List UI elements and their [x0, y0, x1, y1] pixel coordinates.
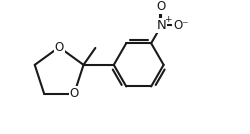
Text: O: O — [157, 0, 166, 13]
Text: +: + — [164, 15, 171, 24]
Text: N: N — [156, 19, 166, 32]
Text: O: O — [70, 87, 79, 100]
Text: O: O — [54, 41, 64, 54]
Text: O⁻: O⁻ — [173, 19, 189, 32]
